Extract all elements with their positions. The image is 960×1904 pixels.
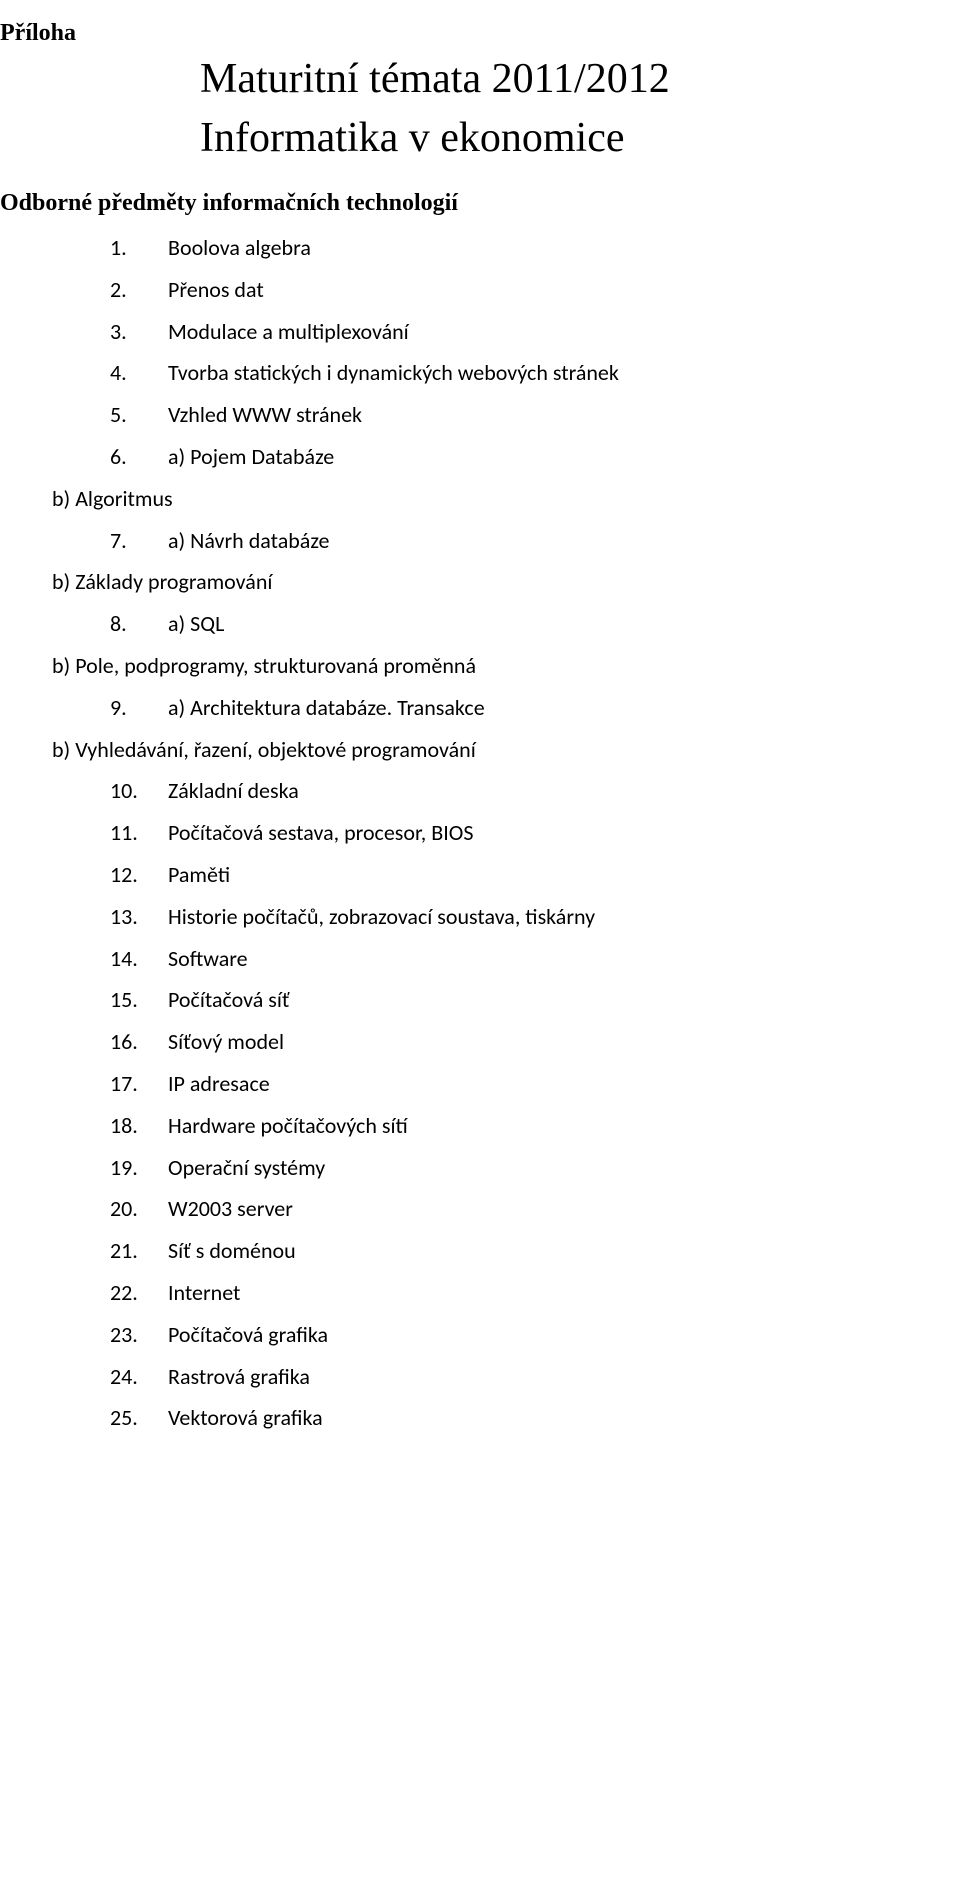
list-item-text: Přenos dat <box>168 269 920 311</box>
list-item-number: 8. <box>110 603 168 645</box>
list-item: 3.Modulace a multiplexování <box>110 311 920 353</box>
list-item-number: 9. <box>110 687 168 729</box>
list-item-text: Software <box>168 938 920 980</box>
list-item-text: a) Architektura databáze. Transakce <box>168 687 920 729</box>
list-item: 6.a) Pojem Databáze <box>110 436 920 478</box>
list-item-text: Základní deska <box>168 770 920 812</box>
list-item-number: 16. <box>110 1021 168 1063</box>
list-item: 21.Síť s doménou <box>110 1230 920 1272</box>
list-item: 10.Základní deska <box>110 770 920 812</box>
list-item: 9.a) Architektura databáze. Transakce <box>110 687 920 729</box>
list-item-text: Počítačová sestava, procesor, BIOS <box>168 812 920 854</box>
list-item-number: 17. <box>110 1063 168 1105</box>
list-item-text: Počítačová grafika <box>168 1314 920 1356</box>
list-item-text: Tvorba statických i dynamických webových… <box>168 352 920 394</box>
document-page: Příloha Maturitní témata 2011/2012 Infor… <box>0 0 960 1904</box>
list-item-number: 7. <box>110 520 168 562</box>
list-item-text: a) SQL <box>168 603 920 645</box>
list-item-text: Počítačová síť <box>168 979 920 1021</box>
list-item-number: 24. <box>110 1356 168 1398</box>
list-item: 16.Síťový model <box>110 1021 920 1063</box>
list-item-number: 13. <box>110 896 168 938</box>
list-item-text: Vzhled WWW stránek <box>168 394 920 436</box>
list-item-number: 18. <box>110 1105 168 1147</box>
list-item: 5.Vzhled WWW stránek <box>110 394 920 436</box>
list-item: b) Základy programování <box>0 561 920 603</box>
list-item-number: 11. <box>110 812 168 854</box>
list-item: 4.Tvorba statických i dynamických webový… <box>110 352 920 394</box>
list-item: b) Pole, podprogramy, strukturovaná prom… <box>0 645 920 687</box>
list-item: b) Algoritmus <box>0 478 920 520</box>
list-item-text: a) Pojem Databáze <box>168 436 920 478</box>
list-item: 15.Počítačová síť <box>110 979 920 1021</box>
list-item-text: Rastrová grafika <box>168 1356 920 1398</box>
document-label: Příloha <box>0 20 920 47</box>
page-title-line2: Informatika v ekonomice <box>200 112 920 165</box>
list-item-text: Historie počítačů, zobrazovací soustava,… <box>168 896 920 938</box>
list-item: 22.Internet <box>110 1272 920 1314</box>
list-item-text: a) Návrh databáze <box>168 520 920 562</box>
list-item-number: 25. <box>110 1397 168 1439</box>
list-item-number: 1. <box>110 227 168 269</box>
list-item-number: 22. <box>110 1272 168 1314</box>
list-item-number: 23. <box>110 1314 168 1356</box>
list-item-text: Internet <box>168 1272 920 1314</box>
list-item: 11.Počítačová sestava, procesor, BIOS <box>110 812 920 854</box>
list-item: 25.Vektorová grafika <box>110 1397 920 1439</box>
list-item: b) Vyhledávání, řazení, objektové progra… <box>0 729 920 771</box>
list-item-text: W2003 server <box>168 1188 920 1230</box>
list-item: 23.Počítačová grafika <box>110 1314 920 1356</box>
topic-list: 1.Boolova algebra2.Přenos dat3.Modulace … <box>110 227 920 1439</box>
list-item: 20.W2003 server <box>110 1188 920 1230</box>
list-item-text: IP adresace <box>168 1063 920 1105</box>
list-item-text: Vektorová grafika <box>168 1397 920 1439</box>
list-item: 2.Přenos dat <box>110 269 920 311</box>
list-item: 12.Paměti <box>110 854 920 896</box>
list-item-text: b) Algoritmus <box>52 478 920 520</box>
list-item-text: b) Vyhledávání, řazení, objektové progra… <box>52 729 920 771</box>
list-item-number: 4. <box>110 352 168 394</box>
list-item: 7.a) Návrh databáze <box>110 520 920 562</box>
list-item-number: 20. <box>110 1188 168 1230</box>
list-item-text: Síťový model <box>168 1021 920 1063</box>
list-item: 24.Rastrová grafika <box>110 1356 920 1398</box>
list-item: 8.a) SQL <box>110 603 920 645</box>
list-item-number: 19. <box>110 1147 168 1189</box>
list-item: 14.Software <box>110 938 920 980</box>
list-item-number: 21. <box>110 1230 168 1272</box>
list-item-number: 14. <box>110 938 168 980</box>
list-item-text: Síť s doménou <box>168 1230 920 1272</box>
page-title-line1: Maturitní témata 2011/2012 <box>200 53 920 106</box>
list-item-text: Boolova algebra <box>168 227 920 269</box>
list-item: 18.Hardware počítačových sítí <box>110 1105 920 1147</box>
list-item: 17.IP adresace <box>110 1063 920 1105</box>
list-item-number: 15. <box>110 979 168 1021</box>
list-item-text: b) Základy programování <box>52 561 920 603</box>
list-item-text: Paměti <box>168 854 920 896</box>
list-item-text: Modulace a multiplexování <box>168 311 920 353</box>
list-item-text: b) Pole, podprogramy, strukturovaná prom… <box>52 645 920 687</box>
list-item-number: 5. <box>110 394 168 436</box>
list-item: 13.Historie počítačů, zobrazovací sousta… <box>110 896 920 938</box>
list-item-number: 3. <box>110 311 168 353</box>
list-item-number: 6. <box>110 436 168 478</box>
list-item-number: 2. <box>110 269 168 311</box>
list-item: 1.Boolova algebra <box>110 227 920 269</box>
list-item-text: Hardware počítačových sítí <box>168 1105 920 1147</box>
list-item-text: Operační systémy <box>168 1147 920 1189</box>
list-item: 19.Operační systémy <box>110 1147 920 1189</box>
list-item-number: 10. <box>110 770 168 812</box>
list-item-number: 12. <box>110 854 168 896</box>
section-heading: Odborné předměty informačních technologi… <box>0 190 920 217</box>
